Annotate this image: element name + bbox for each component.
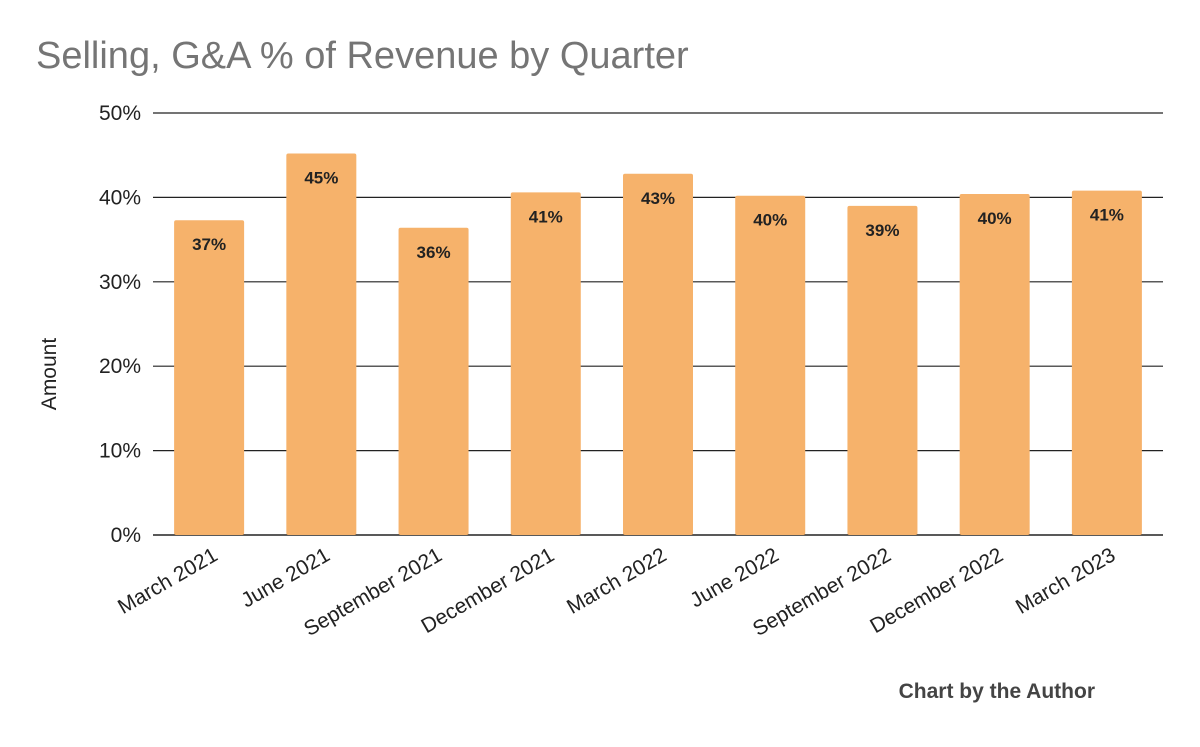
bar-value-label: 40% [978, 209, 1012, 228]
bars [174, 153, 1142, 536]
bar-8 [959, 194, 1030, 536]
y-tick-label: 30% [99, 271, 141, 294]
y-tick-label: 20% [99, 355, 141, 378]
bar-value-label: 41% [1090, 206, 1124, 225]
x-tick-label: June 2022 [686, 543, 782, 612]
bar-value-label: 41% [529, 207, 563, 226]
bar-7 [847, 205, 918, 535]
chart-title: Selling, G&A % of Revenue by Quarter [36, 35, 689, 77]
bar-6 [735, 195, 806, 535]
y-axis-title: Amount [38, 338, 61, 411]
bar-value-label: 40% [753, 211, 787, 230]
bar-1 [174, 220, 245, 536]
bar-value-label: 45% [304, 169, 338, 188]
bar-value-label: 37% [192, 235, 226, 254]
x-tick-label: March 2021 [114, 543, 222, 618]
x-tick-label: June 2021 [237, 543, 333, 612]
y-tick-label: 0% [111, 524, 141, 547]
x-tick-label: March 2022 [563, 543, 671, 618]
bar-2 [286, 153, 357, 535]
y-axis-ticks: 0% 10% 20% 30% 40% 50% [99, 102, 141, 547]
bar-value-labels: 37% 45% 36% 41% 43% 40% 39% 40% 41% [192, 169, 1124, 262]
x-tick-label: March 2023 [1012, 543, 1120, 618]
bar-9 [1071, 190, 1142, 535]
bar-value-label: 39% [865, 221, 899, 240]
bar-4 [510, 192, 581, 535]
chart-credit: Chart by the Author [899, 680, 1095, 703]
y-tick-label: 10% [99, 440, 141, 463]
bar-3 [398, 227, 469, 535]
y-tick-label: 40% [99, 186, 141, 209]
bar-5 [623, 173, 693, 535]
bar-value-label: 36% [417, 243, 451, 262]
y-tick-label: 50% [99, 102, 141, 125]
bar-value-label: 43% [641, 189, 675, 208]
